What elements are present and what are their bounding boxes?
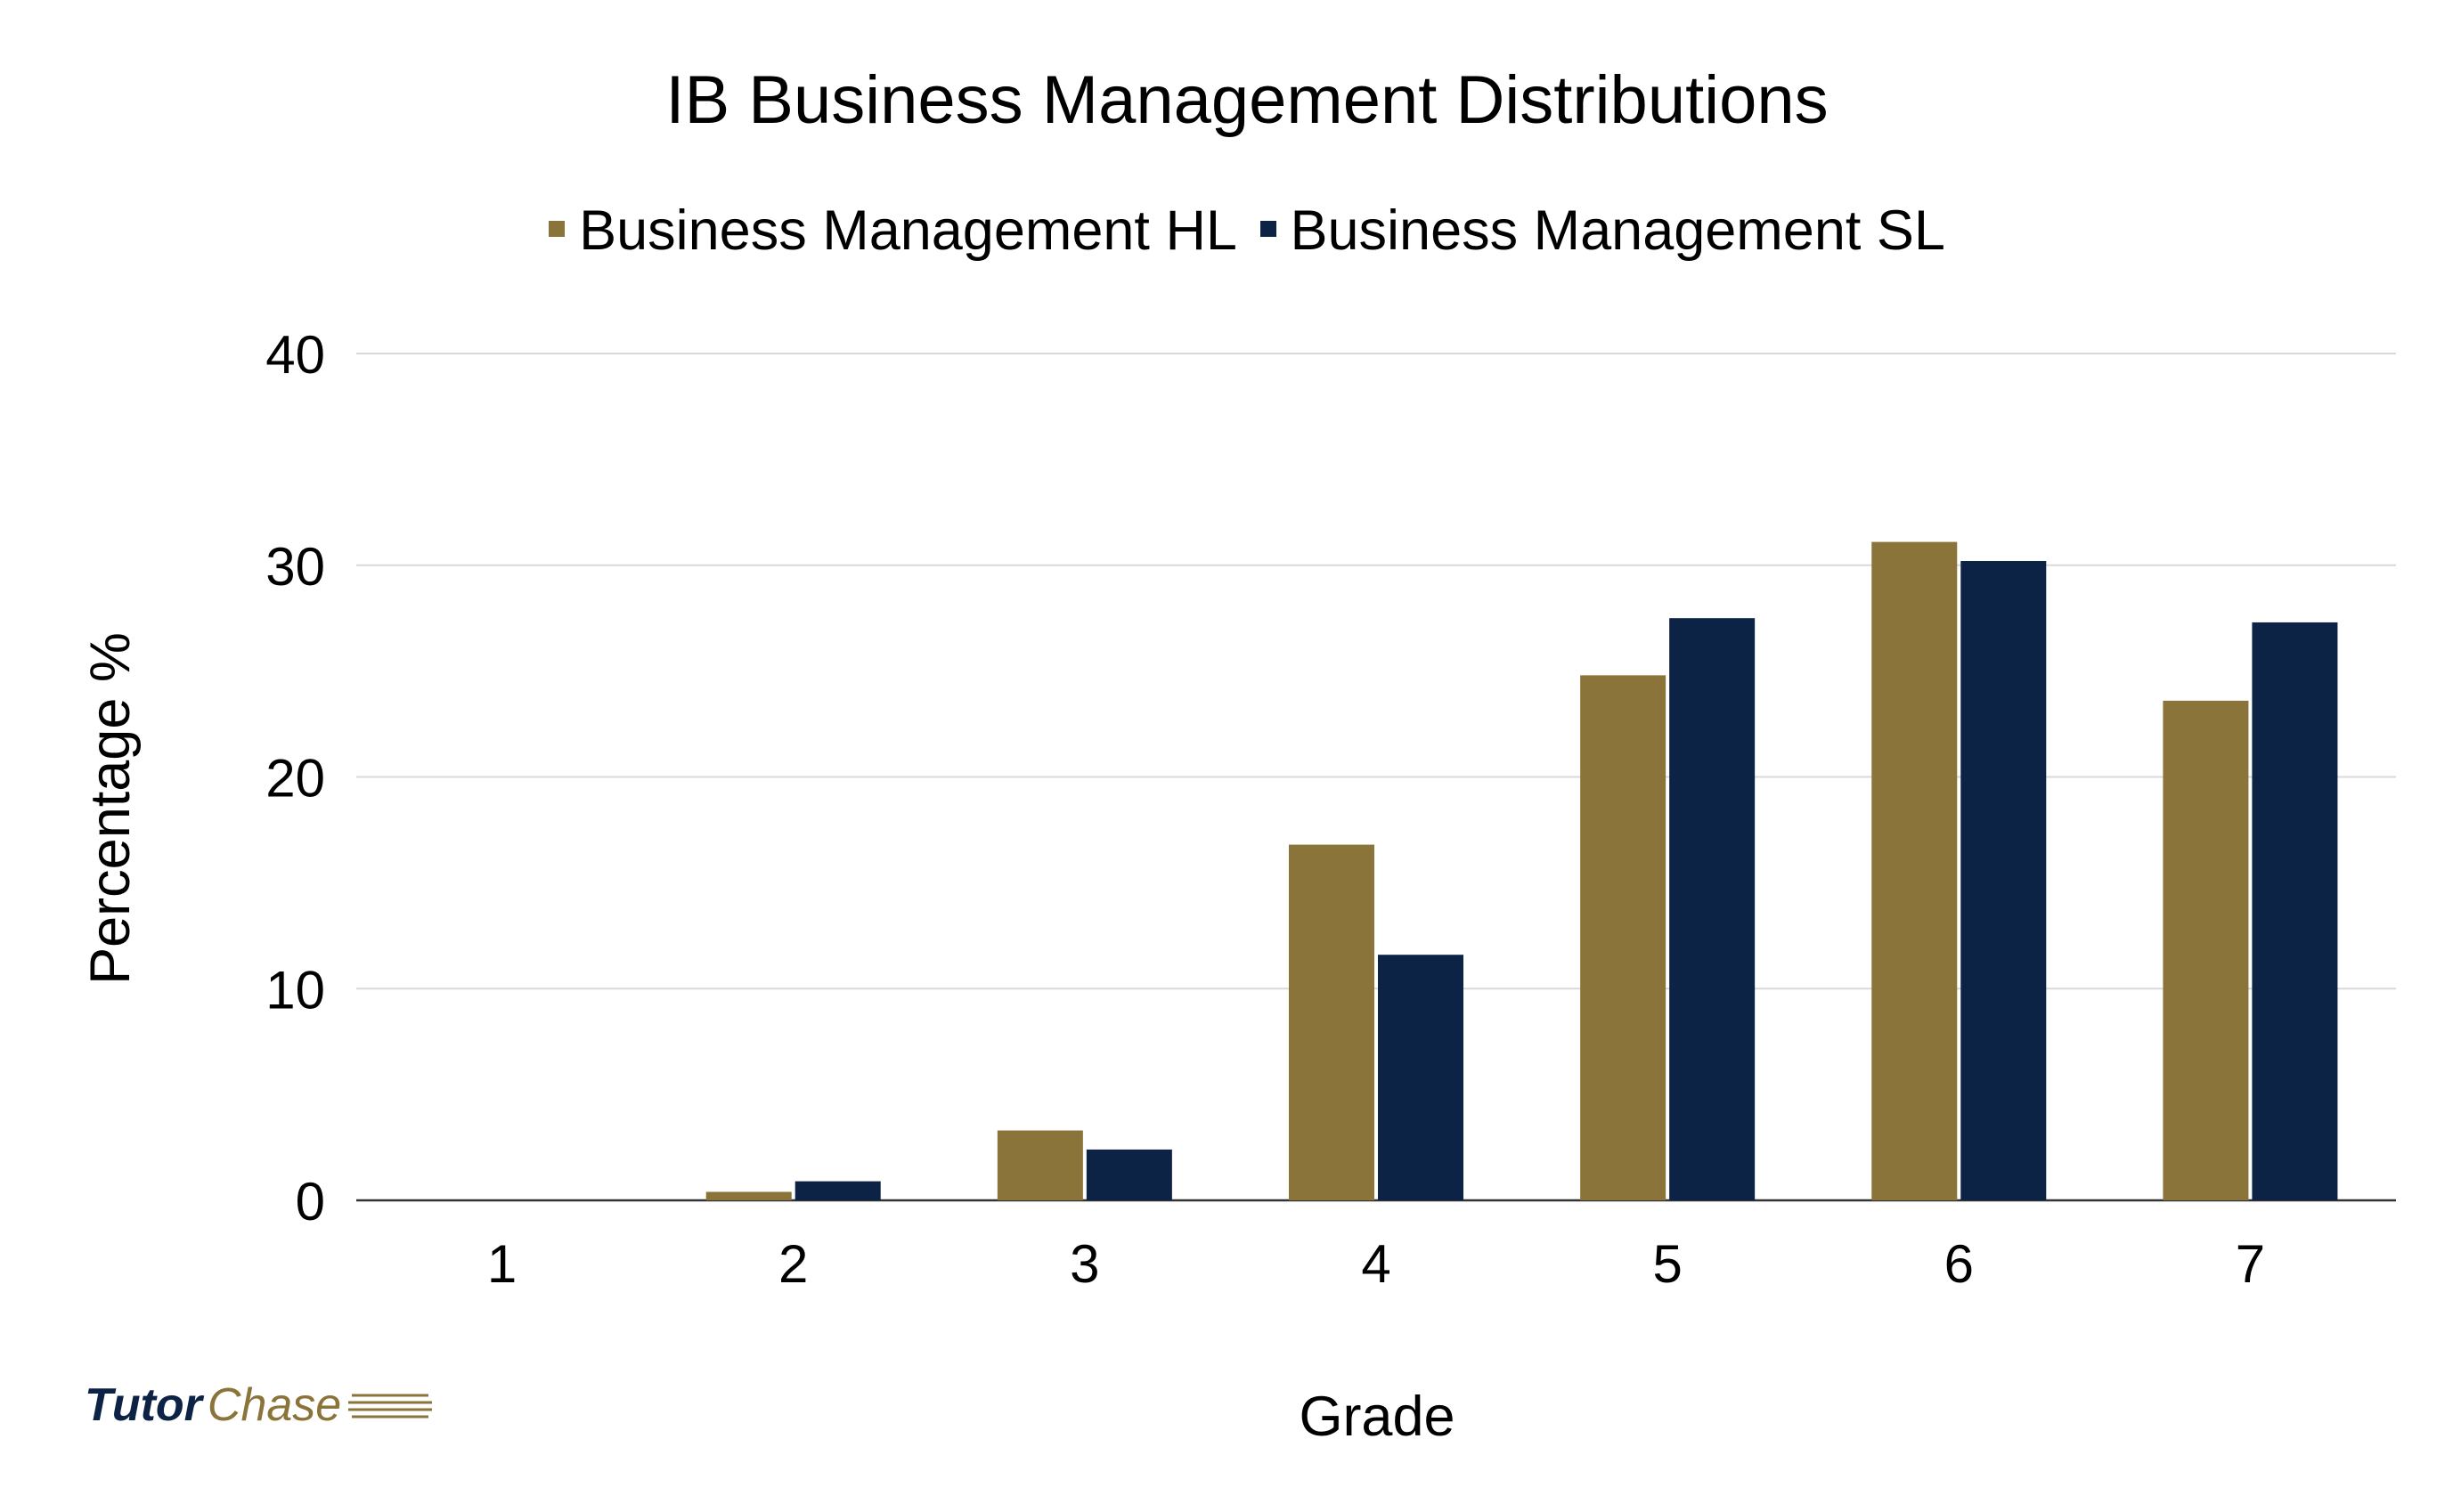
x-tick-label: 5: [1652, 1234, 1682, 1294]
y-tick-label: 0: [296, 1172, 325, 1232]
y-tick-label: 20: [265, 749, 325, 809]
bar-sl-grade-4: [1378, 955, 1463, 1200]
legend-swatch-sl: [1259, 221, 1276, 238]
bar-hl-grade-7: [2163, 700, 2249, 1200]
tutorchase-logo: Tutor Chase: [85, 1382, 434, 1428]
x-tick-label: 4: [1361, 1234, 1390, 1294]
bar-hl-grade-6: [1871, 541, 1958, 1200]
bar-hl-grade-3: [997, 1130, 1083, 1200]
bar-sl-grade-7: [2252, 622, 2338, 1200]
legend: Business Management HL Business Manageme…: [0, 203, 2461, 259]
bar-sl-grade-5: [1669, 618, 1756, 1200]
x-tick-label: 6: [1944, 1234, 1974, 1294]
x-tick-label: 1: [487, 1234, 517, 1294]
y-tick-label: 30: [265, 537, 325, 597]
bar-hl-grade-2: [705, 1191, 792, 1200]
legend-label-hl: Business Management HL: [579, 199, 1237, 262]
bar-hl-grade-5: [1580, 675, 1666, 1200]
bar-sl-grade-6: [1960, 560, 2047, 1200]
bar-sl-grade-2: [795, 1181, 881, 1200]
chart-title: IB Business Management Distributions: [665, 62, 1829, 138]
y-tick-label: 10: [265, 960, 325, 1020]
gridlines: [356, 353, 2396, 1202]
x-tick-label: 2: [778, 1234, 808, 1294]
x-axis-ticks: 1 2 3 4 5 6 7: [487, 1234, 2265, 1294]
logo-text-chase: Chase: [207, 1379, 342, 1431]
speed-lines-icon: [348, 1394, 433, 1419]
y-tick-label: 40: [265, 325, 325, 385]
legend-label-sl: Business Management SL: [1290, 199, 1945, 262]
legend-swatch-hl: [549, 221, 566, 238]
bar-hl-grade-4: [1289, 844, 1374, 1200]
bar-sl-grade-3: [1086, 1149, 1172, 1200]
legend-item-hl: Business Management HL: [549, 203, 1237, 259]
logo-text-tutor: Tutor: [85, 1379, 202, 1431]
y-axis-ticks: 0 10 20 30 40: [265, 325, 325, 1232]
y-axis-label: Percentage %: [79, 632, 142, 985]
x-tick-label: 3: [1070, 1234, 1099, 1294]
x-tick-label: 7: [2236, 1234, 2265, 1294]
x-axis-label: Grade: [1299, 1386, 1455, 1448]
bars: [705, 541, 2338, 1200]
legend-item-sl: Business Management SL: [1259, 203, 1945, 259]
